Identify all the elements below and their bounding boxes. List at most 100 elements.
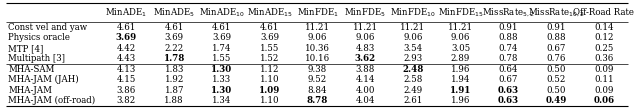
Text: MinFDE$_5$: MinFDE$_5$ [344,7,386,19]
Text: 4.61: 4.61 [164,23,184,32]
Text: 4.83: 4.83 [355,44,375,53]
Text: 2.89: 2.89 [451,54,470,63]
Text: 3.69: 3.69 [260,33,279,43]
Text: Multipath [3]: Multipath [3] [8,54,65,63]
Text: 1.34: 1.34 [212,96,232,105]
Text: 4.00: 4.00 [355,86,375,95]
Text: 4.42: 4.42 [117,44,136,53]
Text: 3.69: 3.69 [212,33,232,43]
Text: 1.91: 1.91 [450,86,471,95]
Text: MHA-JAM: MHA-JAM [8,86,52,95]
Text: 9.06: 9.06 [403,33,422,43]
Text: MinFDE$_{10}$: MinFDE$_{10}$ [390,7,436,19]
Text: 2.48: 2.48 [402,65,424,74]
Text: 4.61: 4.61 [116,23,136,32]
Text: 4.14: 4.14 [355,75,375,84]
Text: MissRate$_{10,2}$: MissRate$_{10,2}$ [527,7,584,19]
Text: 1.83: 1.83 [164,65,184,74]
Text: 0.88: 0.88 [499,33,518,43]
Text: 11.21: 11.21 [448,23,473,32]
Text: 10.36: 10.36 [305,44,330,53]
Text: MHA-SAM: MHA-SAM [8,65,54,74]
Text: 1.09: 1.09 [259,86,280,95]
Text: 0.67: 0.67 [499,75,518,84]
Text: 4.15: 4.15 [116,75,136,84]
Text: 0.91: 0.91 [547,23,566,32]
Text: 1.94: 1.94 [451,75,470,84]
Text: 4.13: 4.13 [117,65,136,74]
Text: MinADE$_1$: MinADE$_1$ [106,7,147,19]
Text: 4.04: 4.04 [355,96,375,105]
Text: Const vel and yaw: Const vel and yaw [8,23,87,32]
Text: Physics oracle: Physics oracle [8,33,70,43]
Text: 0.25: 0.25 [594,44,613,53]
Text: 1.12: 1.12 [260,65,280,74]
Text: 0.91: 0.91 [499,23,518,32]
Text: 0.52: 0.52 [547,75,566,84]
Text: MinADE$_{10}$: MinADE$_{10}$ [199,7,245,19]
Text: 0.09: 0.09 [594,86,614,95]
Text: MinFDE$_1$: MinFDE$_1$ [296,7,338,19]
Text: 1.30: 1.30 [211,86,232,95]
Text: 3.69: 3.69 [116,33,137,43]
Text: 2.93: 2.93 [403,54,422,63]
Text: 0.74: 0.74 [499,44,518,53]
Text: 0.49: 0.49 [545,96,566,105]
Text: 2.61: 2.61 [403,96,422,105]
Text: Off-Road Rate: Off-Road Rate [573,8,634,17]
Text: 2.58: 2.58 [403,75,422,84]
Text: 0.14: 0.14 [594,23,614,32]
Text: 1.33: 1.33 [212,75,232,84]
Text: 4.61: 4.61 [260,23,279,32]
Text: 11.21: 11.21 [353,23,378,32]
Text: 1.10: 1.10 [260,96,280,105]
Text: 1.78: 1.78 [163,54,185,63]
Text: 4.43: 4.43 [117,54,136,63]
Text: 1.92: 1.92 [164,75,184,84]
Text: MinFDE$_{15}$: MinFDE$_{15}$ [438,7,483,19]
Text: MHA-JAM (off-road): MHA-JAM (off-road) [8,96,95,105]
Text: 3.88: 3.88 [355,65,375,74]
Text: 3.05: 3.05 [451,44,470,53]
Text: 11.21: 11.21 [305,23,330,32]
Text: 9.52: 9.52 [308,75,327,84]
Text: 3.82: 3.82 [117,96,136,105]
Text: 0.78: 0.78 [499,54,518,63]
Text: 0.12: 0.12 [594,33,614,43]
Text: 0.64: 0.64 [499,65,518,74]
Text: 9.06: 9.06 [308,33,327,43]
Text: 0.63: 0.63 [498,86,519,95]
Text: 9.06: 9.06 [451,33,470,43]
Text: 1.88: 1.88 [164,96,184,105]
Text: 0.76: 0.76 [547,54,566,63]
Text: 8.78: 8.78 [307,96,328,105]
Text: 1.55: 1.55 [260,44,279,53]
Text: 8.84: 8.84 [308,86,327,95]
Text: 3.54: 3.54 [403,44,422,53]
Text: 11.21: 11.21 [400,23,426,32]
Text: 0.63: 0.63 [498,96,519,105]
Text: 2.22: 2.22 [164,44,184,53]
Text: 0.36: 0.36 [594,54,613,63]
Text: 9.38: 9.38 [308,65,327,74]
Text: 3.86: 3.86 [117,86,136,95]
Text: 1.96: 1.96 [451,96,470,105]
Text: MHA-JAM (JAH): MHA-JAM (JAH) [8,75,79,84]
Text: 1.96: 1.96 [451,65,470,74]
Text: 0.09: 0.09 [594,65,614,74]
Text: MTP [4]: MTP [4] [8,44,44,53]
Text: 3.62: 3.62 [355,54,376,63]
Text: 0.50: 0.50 [547,86,566,95]
Text: 1.52: 1.52 [260,54,279,63]
Text: 0.50: 0.50 [547,65,566,74]
Text: 0.67: 0.67 [547,44,566,53]
Text: 1.55: 1.55 [212,54,232,63]
Text: 0.11: 0.11 [594,75,614,84]
Text: MinADE$_{15}$: MinADE$_{15}$ [247,7,292,19]
Text: 1.30: 1.30 [211,65,232,74]
Text: 0.88: 0.88 [546,33,566,43]
Text: MinADE$_5$: MinADE$_5$ [153,7,195,19]
Text: 0.06: 0.06 [593,96,614,105]
Text: MissRate$_{5,2}$: MissRate$_{5,2}$ [482,7,535,19]
Text: 9.06: 9.06 [355,33,375,43]
